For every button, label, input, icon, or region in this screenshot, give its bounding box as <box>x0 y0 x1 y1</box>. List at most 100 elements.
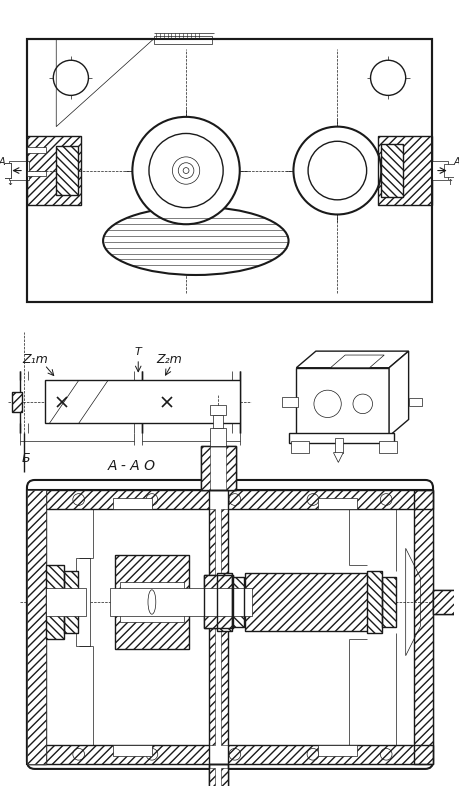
Bar <box>27 744 433 764</box>
Bar <box>318 744 357 756</box>
Bar <box>0 163 11 178</box>
Bar <box>27 490 46 764</box>
Text: ↑: ↑ <box>446 178 453 188</box>
Bar <box>76 558 90 646</box>
Bar <box>245 572 371 631</box>
Circle shape <box>178 163 194 178</box>
Bar <box>208 490 228 764</box>
Bar <box>27 490 433 510</box>
Polygon shape <box>297 351 409 368</box>
Bar <box>0 163 11 178</box>
Bar <box>208 764 228 795</box>
Bar <box>115 555 189 649</box>
Circle shape <box>293 126 381 215</box>
Bar <box>232 576 244 627</box>
Bar <box>110 588 252 615</box>
Circle shape <box>53 60 89 95</box>
Bar <box>27 39 432 302</box>
Bar <box>433 590 458 614</box>
Text: A - A O: A - A O <box>108 460 156 473</box>
Bar <box>444 164 453 177</box>
Bar <box>226 446 236 490</box>
Bar <box>204 575 233 628</box>
Bar <box>27 744 433 764</box>
Bar <box>433 590 458 614</box>
Bar <box>232 576 244 627</box>
Bar <box>382 576 396 627</box>
Polygon shape <box>330 355 384 368</box>
Bar <box>217 572 232 631</box>
Circle shape <box>370 60 406 95</box>
Polygon shape <box>333 452 343 463</box>
Bar <box>201 446 236 490</box>
Bar <box>201 446 211 490</box>
Text: T: T <box>135 347 142 357</box>
Text: A: A <box>0 157 6 167</box>
Bar <box>221 768 228 795</box>
Bar <box>211 429 226 446</box>
Circle shape <box>183 168 189 173</box>
Bar <box>414 490 433 764</box>
Bar <box>381 144 403 197</box>
Bar <box>291 441 309 452</box>
Bar <box>27 39 432 302</box>
Bar <box>378 137 432 205</box>
Bar <box>433 590 458 614</box>
Bar <box>115 555 189 649</box>
Bar <box>318 498 357 510</box>
Bar <box>64 571 78 634</box>
Circle shape <box>132 117 240 224</box>
Polygon shape <box>389 351 409 436</box>
Bar <box>113 744 152 756</box>
Bar <box>46 588 85 615</box>
Bar <box>213 414 223 429</box>
Bar <box>282 397 298 407</box>
Bar <box>379 441 397 452</box>
Text: Z₁m: Z₁m <box>22 353 48 366</box>
Text: A: A <box>453 157 459 167</box>
Bar <box>12 392 22 412</box>
Bar <box>12 392 22 412</box>
Bar <box>381 144 403 197</box>
Bar <box>456 567 459 583</box>
Bar <box>211 405 226 414</box>
Bar <box>27 490 433 764</box>
Bar <box>336 438 343 452</box>
Bar <box>46 565 64 639</box>
Bar <box>56 146 78 195</box>
Bar <box>27 137 81 205</box>
FancyBboxPatch shape <box>27 480 433 769</box>
Text: ↓: ↓ <box>6 178 13 188</box>
Bar <box>367 571 382 634</box>
Text: Z₂m: Z₂m <box>157 353 183 366</box>
Bar <box>27 490 433 510</box>
Text: Б: Б <box>22 452 31 465</box>
Bar <box>46 565 64 639</box>
Bar <box>378 137 432 205</box>
Bar <box>367 571 382 634</box>
Bar <box>56 146 78 195</box>
Bar <box>289 433 394 443</box>
Bar <box>409 398 422 405</box>
Ellipse shape <box>103 207 289 275</box>
Bar <box>208 510 215 744</box>
Bar <box>9 161 29 180</box>
Circle shape <box>308 142 367 200</box>
Bar <box>382 576 396 627</box>
Circle shape <box>149 134 223 207</box>
Bar <box>27 490 46 764</box>
Bar <box>154 36 213 44</box>
Ellipse shape <box>148 590 156 615</box>
Bar <box>45 381 240 424</box>
Bar <box>208 490 228 764</box>
Bar <box>120 583 184 622</box>
Bar <box>414 490 433 764</box>
Bar <box>201 446 236 490</box>
Bar <box>27 171 46 176</box>
Circle shape <box>173 157 200 184</box>
Bar <box>297 368 389 436</box>
Bar <box>27 490 46 764</box>
Bar <box>27 137 81 205</box>
Bar <box>27 147 46 153</box>
Bar <box>217 572 232 631</box>
